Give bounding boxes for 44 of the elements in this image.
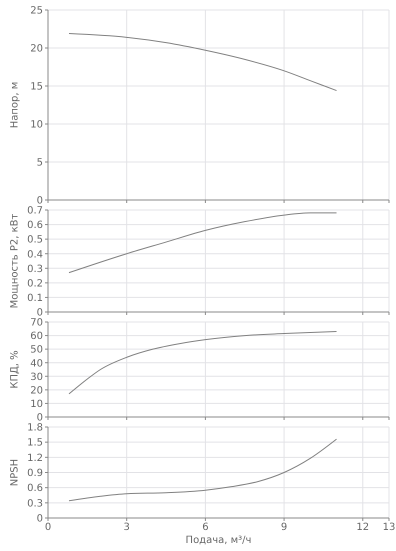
y-tick-label: 0.1 [27,292,43,304]
line-series [68,212,338,274]
y-tick-label: 60 [30,331,43,342]
y-tick-label: 1.2 [27,452,43,464]
y-tick-label: 1.8 [27,422,43,434]
y-tick-label: 1.5 [27,438,43,449]
y-tick-label: 5 [36,158,43,169]
x-tick-label: 9 [280,522,288,534]
y-axis-title: NPSH [10,458,21,486]
y-tick-label: 10 [30,120,43,131]
y-tick-label: 0.5 [27,234,43,246]
y-tick-label: 0.3 [27,264,43,275]
x-tick-label: 0 [44,522,52,534]
x-axis-title: Подача, м³/ч [186,535,252,546]
y-tick-label: 0.2 [27,278,43,290]
y-tick-label: 30 [30,372,43,383]
y-tick-label: 50 [30,344,43,356]
y-axis-title: Напор, м [10,82,21,128]
y-tick-label: 0 [36,196,43,207]
x-tick-label: 13 [382,522,396,534]
line-series [68,438,338,502]
y-tick-label: 0 [36,308,43,319]
y-tick-label: 10 [30,398,43,410]
y-tick-label: 0.4 [27,249,43,260]
y-tick-label: 0.6 [27,483,43,494]
y-tick-label: 70 [30,318,43,329]
x-tick-label: 12 [356,522,370,534]
x-tick-label: 6 [202,522,209,534]
y-tick-label: 0.3 [27,498,43,510]
x-tick-label: 3 [124,522,130,534]
line-series [68,331,338,394]
y-tick-label: 0.6 [27,220,43,232]
y-tick-label: 0.9 [27,468,43,480]
y-tick-label: 15 [30,82,43,93]
line-series [68,33,338,92]
y-axis-title: КПД, % [10,350,21,389]
y-tick-label: 0.7 [27,206,43,217]
y-axis-title: Мощность P2, кВт [10,213,21,308]
y-tick-label: 0 [36,514,43,525]
y-tick-label: 20 [30,385,43,396]
y-tick-label: 0 [36,412,43,424]
y-tick-label: 40 [30,358,43,370]
y-tick-label: 20 [30,44,43,55]
y-tick-label: 25 [30,6,43,17]
